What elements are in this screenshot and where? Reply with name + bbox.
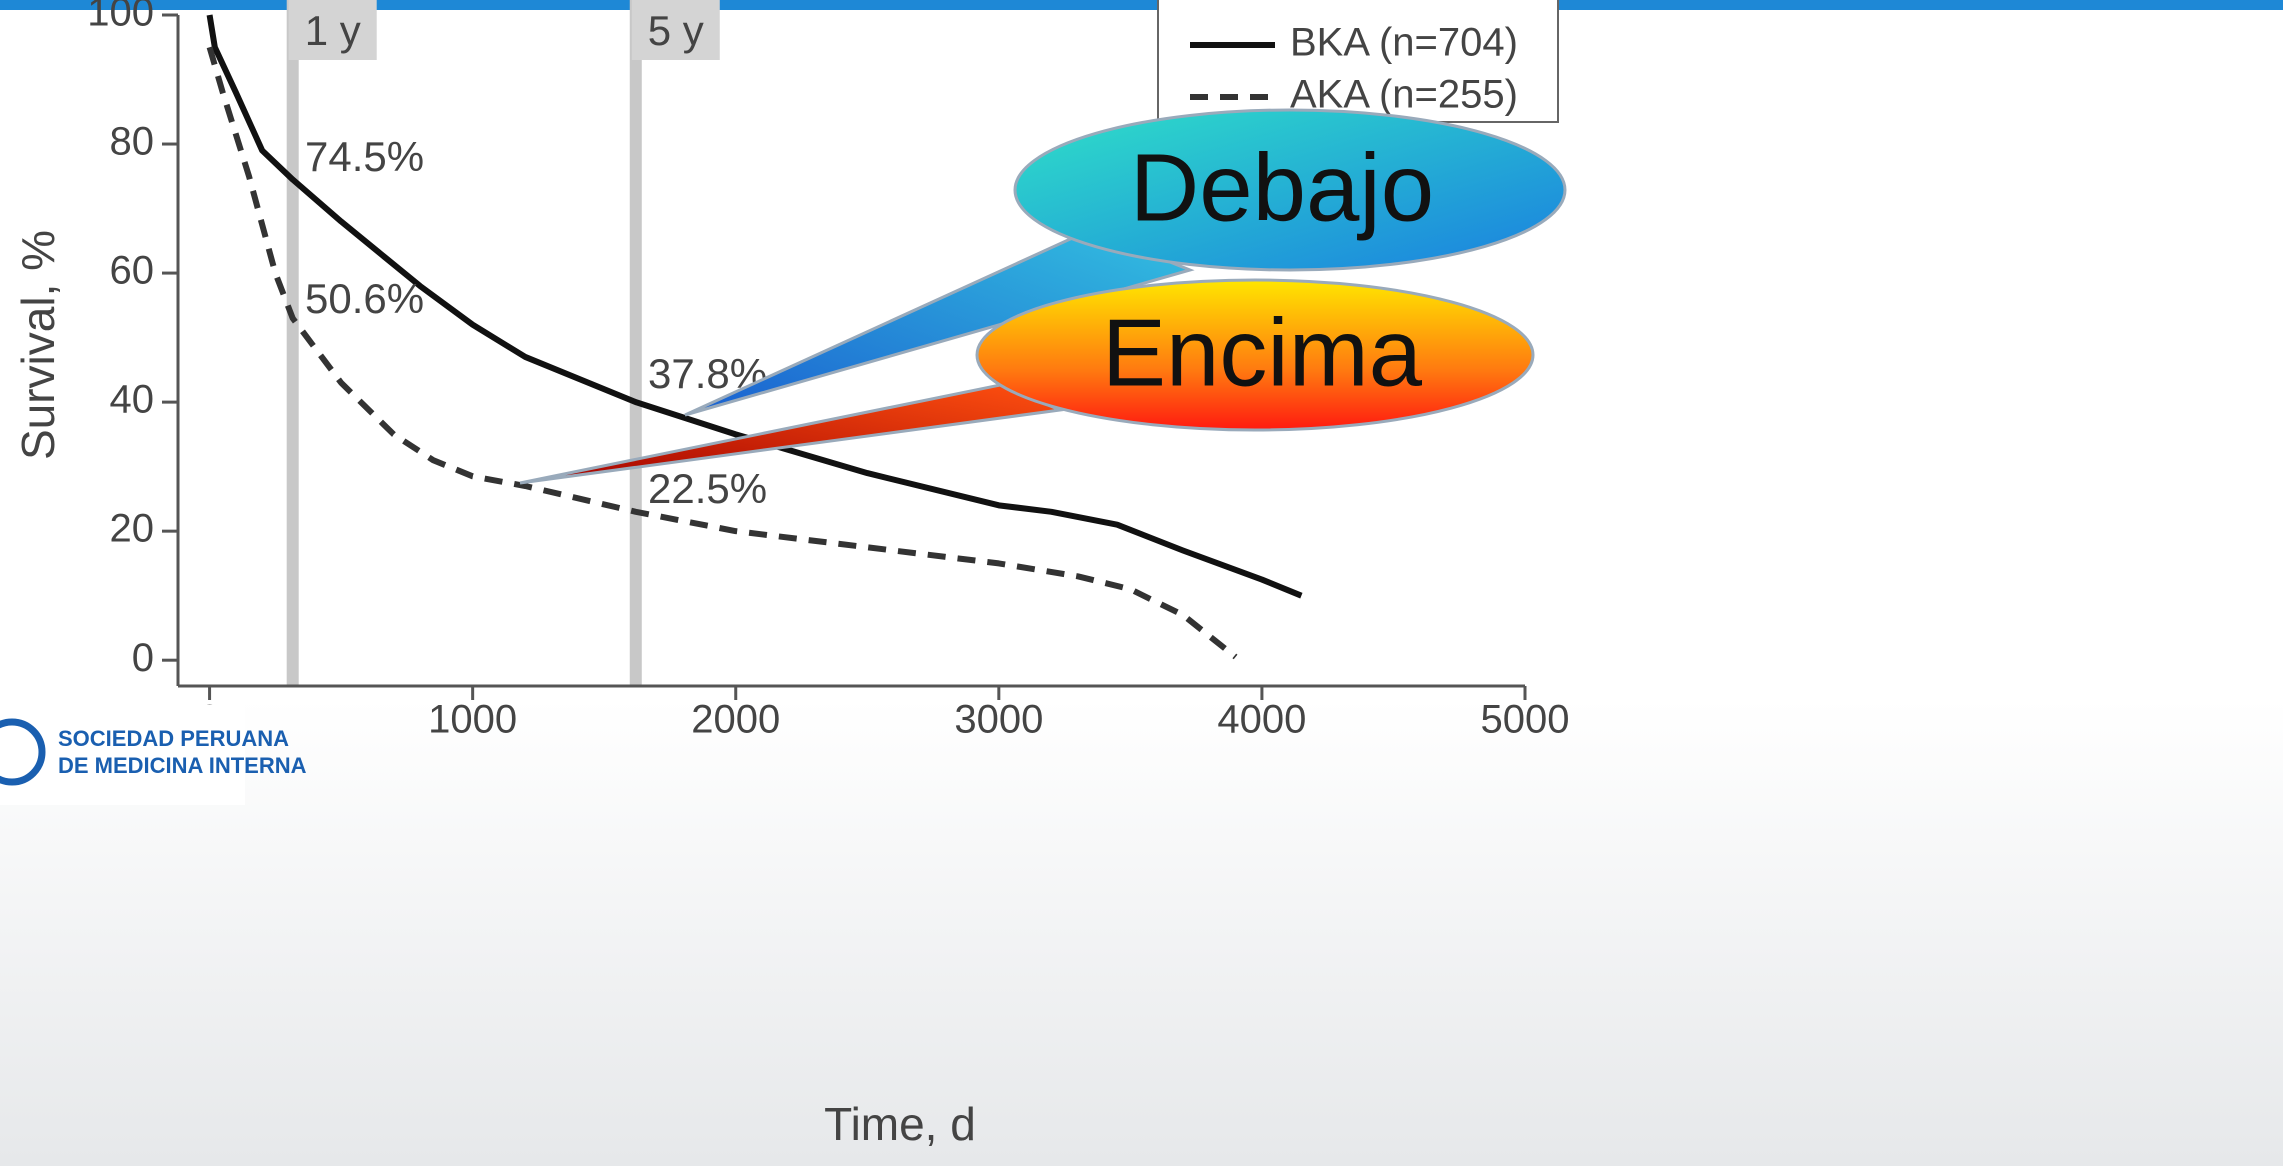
y-tick-label: 80 [110, 120, 155, 164]
y-tick-label: 100 [87, 0, 154, 35]
y-tick-label: 60 [110, 249, 155, 293]
legend-label: BKA (n=704) [1290, 21, 1518, 65]
callout-text: Debajo [1130, 134, 1434, 241]
logo-text: DE MEDICINA INTERNA [58, 753, 307, 778]
annotation: 74.5% [305, 133, 424, 180]
logo-text: SOCIEDAD PERUANA [58, 726, 289, 751]
x-tick-label: 4000 [1217, 698, 1306, 742]
callout-text: Encima [1102, 299, 1423, 406]
y-axis-label: Survival, % [12, 230, 64, 460]
annotation: 22.5% [648, 465, 767, 512]
y-tick-label: 20 [110, 507, 155, 551]
y-tick-label: 0 [132, 636, 154, 680]
reference-label: 5 y [648, 7, 704, 54]
x-tick-label: 2000 [691, 698, 780, 742]
x-axis-label: Time, d [824, 1098, 976, 1150]
annotation: 50.6% [305, 275, 424, 322]
page: {"chart_data": {"type": "line", "xlabel"… [0, 0, 2283, 1166]
reference-label: 1 y [305, 7, 361, 54]
x-tick-label: 1000 [428, 698, 517, 742]
slide: 1 y5 y020406080100010002000300040005000B… [0, 0, 2283, 1166]
y-tick-label: 40 [110, 378, 155, 422]
x-tick-label: 3000 [954, 698, 1043, 742]
x-tick-label: 5000 [1481, 698, 1570, 742]
